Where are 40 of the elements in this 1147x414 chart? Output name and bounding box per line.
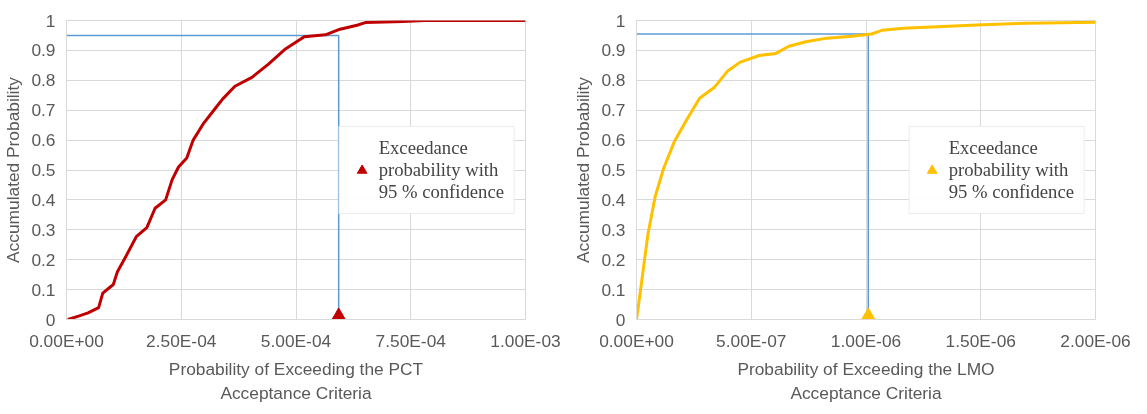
y-tick-label: 0.8 [31, 70, 56, 91]
y-tick-label: 0.2 [601, 249, 626, 270]
legend-label: Exceedance probability with 95 % confidence [948, 136, 1074, 203]
y-axis-title: Accumulated Probability [573, 76, 594, 263]
y-tick-label: 0.1 [601, 279, 626, 300]
x-axis-title: Probability of Exceeding the LMO Acceptance Criteria [737, 358, 995, 403]
line-series [66, 20, 526, 320]
y-tick-label: 1 [615, 10, 626, 31]
y-tick-label: 1 [45, 10, 56, 31]
x-tick-label: 0.00E+00 [29, 330, 104, 351]
y-tick-label: 0.4 [31, 189, 56, 210]
x-tick-label: 2.00E-06 [1060, 330, 1131, 351]
x-tick-label: 1.00E-06 [830, 330, 902, 351]
y-tick-label: 0.5 [31, 160, 56, 180]
y-tick-label: 0.7 [601, 100, 626, 121]
x-tick-label: 5.00E-07 [716, 330, 787, 351]
x-axis-title: Probability of Exceeding the PCT Acceptance Criteria [168, 358, 424, 403]
y-tick-label: 0.3 [601, 219, 626, 240]
x-tick-label: 2.50E-04 [146, 330, 217, 351]
y-tick-label: 0.1 [31, 279, 56, 300]
y-tick-label: 0 [45, 309, 56, 330]
x-tick-label: 0.00E+00 [599, 330, 674, 351]
y-tick-label: 0 [615, 309, 626, 330]
line-series [636, 20, 1096, 320]
y-tick-label: 0.8 [601, 70, 626, 91]
x-tick-label: 1.00E-03 [490, 330, 561, 351]
y-tick-label: 0.7 [31, 100, 56, 121]
y-tick-label: 0.9 [601, 40, 626, 61]
y-tick-label: 0.5 [601, 160, 626, 180]
y-axis-title: Accumulated Probability [3, 76, 24, 263]
x-tick-label: 5.00E-04 [260, 330, 332, 351]
x-tick-label: 7.50E-04 [375, 330, 447, 351]
y-tick-label: 0.9 [31, 40, 56, 61]
y-tick-label: 0.6 [31, 130, 56, 151]
y-tick-label: 0.6 [601, 130, 626, 151]
y-tick-label: 0.4 [601, 189, 626, 210]
legend-label: Exceedance probability with 95 % confidence [378, 136, 504, 203]
y-tick-label: 0.2 [31, 249, 56, 270]
y-tick-label: 0.3 [31, 219, 56, 240]
x-tick-label: 1.50E-06 [945, 330, 1016, 351]
